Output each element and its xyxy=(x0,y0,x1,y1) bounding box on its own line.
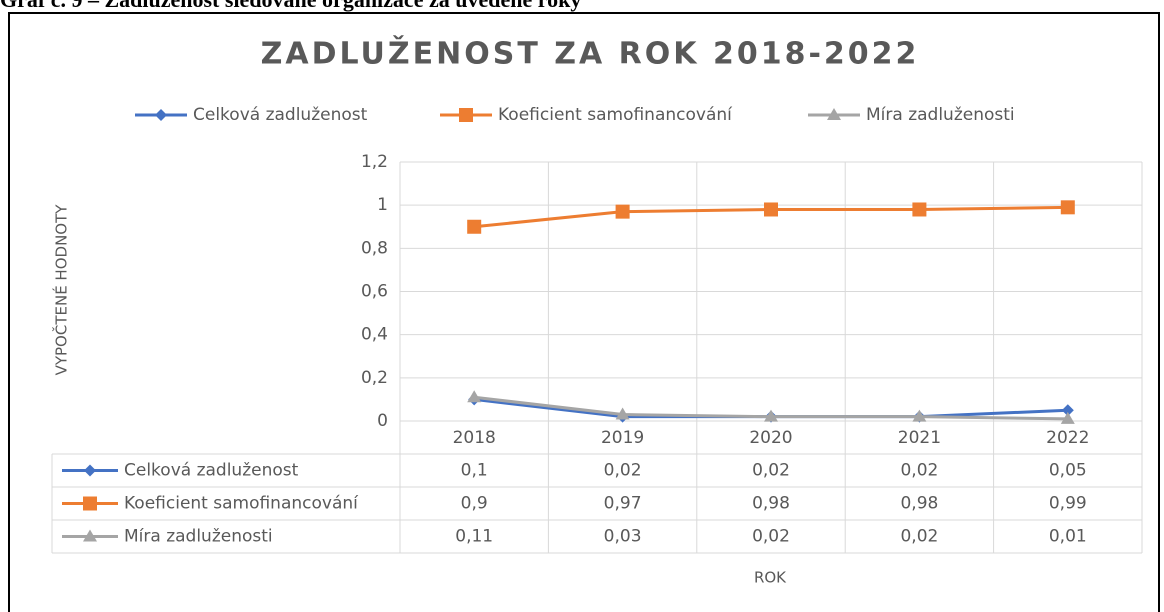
x-tick-label: 2020 xyxy=(749,428,792,448)
table-value: 0,02 xyxy=(752,527,790,547)
table-value: 0,98 xyxy=(752,494,790,514)
marker xyxy=(467,219,482,234)
x-tick-label: 2018 xyxy=(453,428,496,448)
table-value: 0,1 xyxy=(461,461,488,481)
marker xyxy=(459,108,473,122)
marker xyxy=(615,204,630,219)
marker xyxy=(827,108,841,120)
y-tick-label: 0 xyxy=(377,411,388,431)
table-series-label: Míra zadluženosti xyxy=(124,527,273,547)
y-tick-label: 0,6 xyxy=(361,282,388,302)
marker xyxy=(83,529,97,542)
marker xyxy=(1060,200,1075,215)
caption: Graf č. 9 – Zadluženost sledované organi… xyxy=(0,0,581,12)
y-tick-label: 1,2 xyxy=(361,152,388,172)
marker xyxy=(764,202,778,217)
chart-frame xyxy=(8,12,1160,612)
marker xyxy=(1061,404,1074,417)
y-tick-label: 0,2 xyxy=(361,368,388,388)
y-tick-label: 0,8 xyxy=(361,238,388,258)
table-value: 0,99 xyxy=(1049,494,1087,514)
marker xyxy=(615,407,630,420)
table-value: 0,03 xyxy=(604,527,642,547)
legend-label: Celková zadluženost xyxy=(193,105,368,125)
table-value: 0,02 xyxy=(900,461,938,481)
legend-label: Míra zadluženosti xyxy=(866,105,1015,125)
x-tick-label: 2021 xyxy=(898,428,941,448)
marker xyxy=(84,464,96,477)
table-value: 0,02 xyxy=(900,527,938,547)
x-axis-title: ROK xyxy=(754,569,787,587)
marker xyxy=(1060,411,1075,424)
marker xyxy=(912,202,927,217)
marker xyxy=(155,109,167,121)
table-value: 0,97 xyxy=(604,494,642,514)
y-tick-label: 0,4 xyxy=(361,325,388,345)
table-value: 0,02 xyxy=(752,461,790,481)
x-tick-label: 2019 xyxy=(601,428,644,448)
table-series-label: Koeficient samofinancování xyxy=(124,494,359,514)
marker xyxy=(912,409,927,422)
table-value: 0,02 xyxy=(604,461,642,481)
table-value: 0,05 xyxy=(1049,461,1087,481)
marker xyxy=(83,496,97,511)
chart-title: ZADLUŽENOST ZA ROK 2018-2022 xyxy=(261,36,920,72)
marker xyxy=(764,409,778,422)
table-value: 0,11 xyxy=(455,527,493,547)
y-tick-label: 1 xyxy=(377,195,388,215)
table-value: 0,98 xyxy=(900,494,938,514)
x-tick-label: 2022 xyxy=(1046,428,1089,448)
legend-label: Koeficient samofinancování xyxy=(498,105,733,125)
marker xyxy=(467,390,482,403)
table-series-label: Celková zadluženost xyxy=(124,461,299,481)
table-value: 0,01 xyxy=(1049,527,1087,547)
y-axis-title: VYPOČTENÉ HODNOTY xyxy=(52,204,71,376)
table-value: 0,9 xyxy=(461,494,488,514)
